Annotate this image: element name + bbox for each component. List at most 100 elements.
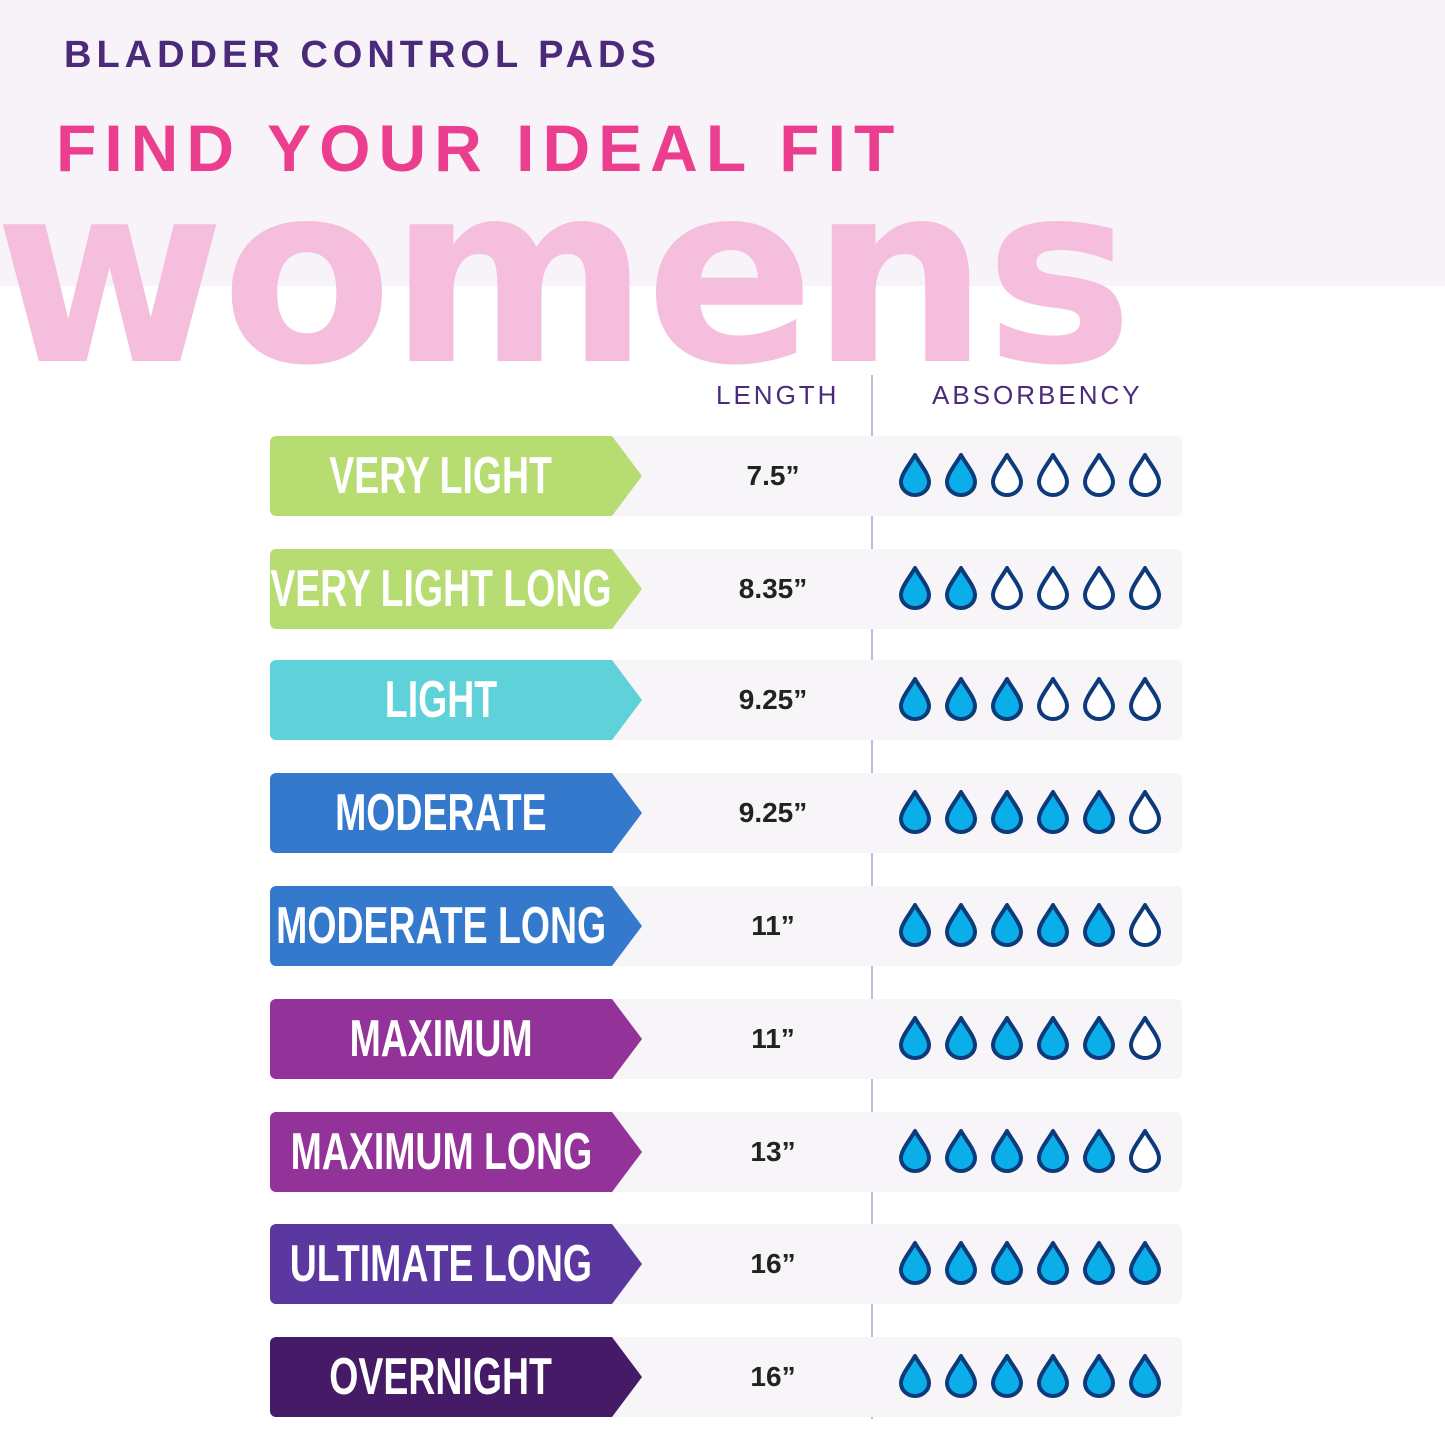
table-row: MAXIMUM LONG 13” bbox=[270, 1112, 1182, 1192]
filled-drop-icon bbox=[1083, 1129, 1115, 1173]
table-row: VERY LIGHT 7.5” bbox=[270, 436, 1182, 516]
row-background bbox=[570, 999, 1182, 1079]
level-label: MODERATE bbox=[335, 784, 547, 842]
empty-drop-icon bbox=[1083, 677, 1115, 721]
filled-drop-icon bbox=[899, 1016, 931, 1060]
absorbency-level-tag: VERY LIGHT LONG bbox=[270, 549, 642, 629]
filled-drop-icon bbox=[945, 453, 977, 497]
filled-drop-icon bbox=[1083, 903, 1115, 947]
filled-drop-icon bbox=[1037, 1354, 1069, 1398]
filled-drop-icon bbox=[1037, 1129, 1069, 1173]
filled-drop-icon bbox=[899, 790, 931, 834]
filled-drop-icon bbox=[1037, 1241, 1069, 1285]
absorbency-level-tag: OVERNIGHT bbox=[270, 1337, 642, 1417]
row-background bbox=[570, 1224, 1182, 1304]
filled-drop-icon bbox=[899, 1241, 931, 1285]
absorbency-rating bbox=[898, 1015, 1162, 1061]
empty-drop-icon bbox=[1083, 566, 1115, 610]
empty-drop-icon bbox=[1129, 453, 1161, 497]
absorbency-level-tag: MODERATE bbox=[270, 773, 642, 853]
page-title: FIND YOUR IDEAL FIT bbox=[56, 111, 903, 185]
filled-drop-icon bbox=[899, 453, 931, 497]
row-background bbox=[570, 660, 1182, 740]
absorbency-level-tag: MODERATE LONG bbox=[270, 886, 642, 966]
filled-drop-icon bbox=[1083, 1241, 1115, 1285]
length-value: 16” bbox=[750, 1361, 796, 1392]
absorbency-column-header: ABSORBENCY bbox=[932, 380, 1143, 410]
empty-drop-icon bbox=[1129, 1129, 1161, 1173]
length-value: 11” bbox=[751, 1023, 795, 1054]
filled-drop-icon bbox=[1037, 903, 1069, 947]
empty-drop-icon bbox=[1083, 453, 1115, 497]
filled-drop-icon bbox=[899, 677, 931, 721]
row-background bbox=[570, 886, 1182, 966]
empty-drop-icon bbox=[1129, 790, 1161, 834]
filled-drop-icon bbox=[991, 1129, 1023, 1173]
table-row: OVERNIGHT 16” bbox=[270, 1337, 1182, 1417]
absorbency-rating bbox=[898, 565, 1162, 611]
absorbency-rating bbox=[898, 1128, 1162, 1174]
empty-drop-icon bbox=[1037, 566, 1069, 610]
empty-drop-icon bbox=[1129, 566, 1161, 610]
absorbency-level-tag: VERY LIGHT bbox=[270, 436, 642, 516]
empty-drop-icon bbox=[991, 566, 1023, 610]
filled-drop-icon bbox=[945, 1129, 977, 1173]
filled-drop-icon bbox=[899, 903, 931, 947]
filled-drop-icon bbox=[991, 677, 1023, 721]
level-label: MAXIMUM bbox=[349, 1010, 533, 1068]
absorbency-rating bbox=[898, 1240, 1162, 1286]
row-background bbox=[570, 773, 1182, 853]
empty-drop-icon bbox=[1129, 1016, 1161, 1060]
level-label: OVERNIGHT bbox=[329, 1348, 553, 1406]
length-value: 7.5” bbox=[746, 460, 800, 491]
filled-drop-icon bbox=[1083, 1354, 1115, 1398]
absorbency-level-tag: MAXIMUM LONG bbox=[270, 1112, 642, 1192]
length-value: 8.35” bbox=[738, 573, 808, 604]
level-label: MODERATE LONG bbox=[275, 897, 607, 955]
length-column-header: LENGTH bbox=[716, 380, 840, 410]
length-value: 13” bbox=[750, 1136, 796, 1167]
absorbency-rating bbox=[898, 1353, 1162, 1399]
filled-drop-icon bbox=[945, 1241, 977, 1285]
filled-drop-icon bbox=[1083, 790, 1115, 834]
absorbency-rating bbox=[898, 676, 1162, 722]
table-row: VERY LIGHT LONG 8.35” bbox=[270, 549, 1182, 629]
filled-drop-icon bbox=[945, 903, 977, 947]
length-value: 9.25” bbox=[738, 684, 808, 715]
empty-drop-icon bbox=[1037, 453, 1069, 497]
product-category: BLADDER CONTROL PADS bbox=[64, 34, 661, 76]
filled-drop-icon bbox=[945, 677, 977, 721]
absorbency-rating bbox=[898, 789, 1162, 835]
absorbency-level-tag: ULTIMATE LONG bbox=[270, 1224, 642, 1304]
filled-drop-icon bbox=[991, 790, 1023, 834]
row-background bbox=[570, 1337, 1182, 1417]
absorbency-rating bbox=[898, 452, 1162, 498]
level-label: VERY LIGHT bbox=[329, 447, 553, 505]
level-label: LIGHT bbox=[384, 671, 498, 729]
filled-drop-icon bbox=[991, 1016, 1023, 1060]
level-label: VERY LIGHT LONG bbox=[270, 560, 612, 618]
filled-drop-icon bbox=[899, 1129, 931, 1173]
womens-heading: womens bbox=[0, 129, 1134, 420]
filled-drop-icon bbox=[945, 790, 977, 834]
header-band bbox=[0, 0, 1445, 286]
filled-drop-icon bbox=[991, 1354, 1023, 1398]
length-value: 9.25” bbox=[738, 797, 808, 828]
filled-drop-icon bbox=[945, 1354, 977, 1398]
filled-drop-icon bbox=[945, 1016, 977, 1060]
empty-drop-icon bbox=[1129, 903, 1161, 947]
level-label: MAXIMUM LONG bbox=[290, 1123, 592, 1181]
filled-drop-icon bbox=[945, 566, 977, 610]
filled-drop-icon bbox=[1129, 1354, 1161, 1398]
filled-drop-icon bbox=[1129, 1241, 1161, 1285]
row-background bbox=[570, 1112, 1182, 1192]
empty-drop-icon bbox=[1129, 677, 1161, 721]
table-row: MODERATE 9.25” bbox=[270, 773, 1182, 853]
empty-drop-icon bbox=[991, 453, 1023, 497]
absorbency-level-tag: LIGHT bbox=[270, 660, 642, 740]
filled-drop-icon bbox=[899, 1354, 931, 1398]
filled-drop-icon bbox=[1037, 790, 1069, 834]
absorbency-rating bbox=[898, 902, 1162, 948]
filled-drop-icon bbox=[991, 903, 1023, 947]
table-row: ULTIMATE LONG 16” bbox=[270, 1224, 1182, 1304]
